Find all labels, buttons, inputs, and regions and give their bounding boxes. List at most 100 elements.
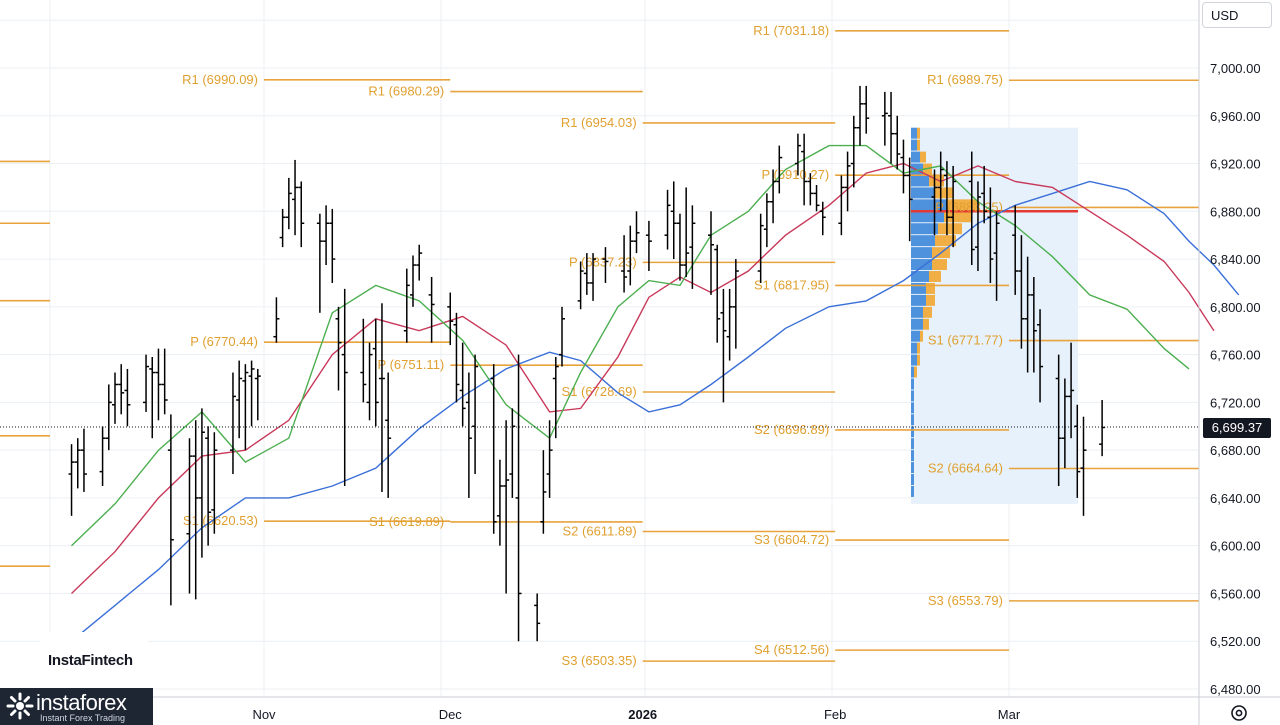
ohlc-bar-75 <box>757 213 764 283</box>
watermark-text: InstaFintech <box>48 652 133 669</box>
y-tick-label-12: 6,520.00 <box>1210 634 1261 649</box>
ohlc-bar-101 <box>987 187 994 283</box>
ohlc-bar-17 <box>211 432 218 534</box>
vp-row-orange-4 <box>929 175 944 187</box>
ohlc-bar-5 <box>112 372 118 424</box>
pivot-label-3-2: P (6837.23) <box>569 254 637 269</box>
vp-row-orange-16 <box>923 318 929 330</box>
ohlc-bar-76 <box>763 193 770 248</box>
ohlc-bar-79 <box>794 133 801 176</box>
vp-row-blue-26 <box>911 438 914 450</box>
ohlc-bar-50 <box>509 408 516 498</box>
ohlc-bar-3 <box>99 426 106 486</box>
currency-button[interactable]: USD <box>1202 2 1272 28</box>
vp-row-blue-22 <box>911 390 914 402</box>
ohlc-bar-44 <box>459 342 466 427</box>
vp-row-blue-5 <box>911 187 935 199</box>
tick-labels: 7,000.00 6,960.00 6,920.00 6,880.00 6,840.00… <box>252 61 1260 722</box>
ohlc-bars <box>68 85 1106 642</box>
ohlc-bar-54 <box>546 420 553 498</box>
x-tick-label-1: Dec <box>439 707 463 722</box>
vp-row-blue-0 <box>911 127 917 139</box>
ohlc-bar-69 <box>689 205 696 289</box>
vp-row-orange-5 <box>935 187 953 199</box>
logo-bar <box>0 688 153 725</box>
ohlc-bar-21 <box>248 360 255 427</box>
ohlc-bar-99 <box>974 181 981 272</box>
ohlc-bar-31 <box>335 306 342 391</box>
gear-icon[interactable] <box>1228 702 1250 724</box>
ohlc-bar-24 <box>279 208 286 248</box>
pivot-label-1-0: R1 (6990.09) <box>182 72 258 87</box>
vp-row-orange-12 <box>929 271 941 282</box>
vp-row-blue-24 <box>911 414 914 426</box>
pivot-label-5-4: S3 (6553.79) <box>928 593 1003 608</box>
ohlc-bar-95 <box>937 151 944 212</box>
ohlc-bar-80 <box>801 133 808 206</box>
ohlc-bar-113 <box>1099 399 1106 457</box>
ohlc-bar-74 <box>732 259 739 349</box>
ohlc-bar-86 <box>850 115 857 188</box>
ohlc-bar-111 <box>1074 404 1081 498</box>
pivot-label-2-2: S1 (6619.89) <box>369 514 444 529</box>
vp-row-blue-18 <box>911 342 917 354</box>
ohlc-bar-90 <box>888 91 895 164</box>
vp-row-orange-17 <box>920 330 923 342</box>
ohlc-bar-91 <box>894 115 901 170</box>
watermark-box <box>40 632 148 690</box>
ohlc-bar-51 <box>515 354 522 642</box>
vp-row-orange-9 <box>935 235 956 247</box>
ohlc-bar-96 <box>943 161 950 236</box>
ohlc-bar-18 <box>229 372 236 475</box>
ohlc-bar-63 <box>633 211 640 254</box>
ohlc-bar-102 <box>993 211 1000 301</box>
x-tick-label-0: Nov <box>252 707 276 722</box>
y-tick-label-7: 6,720.00 <box>1210 395 1261 410</box>
x-tick-label-3: Feb <box>824 707 846 722</box>
ohlc-bar-6 <box>118 364 125 415</box>
ohlc-bar-88 <box>863 85 870 134</box>
ohlc-bar-27 <box>298 181 305 248</box>
sma-slow-line <box>71 180 1240 642</box>
ohlc-bar-14 <box>192 420 199 600</box>
ohlc-bar-94 <box>931 169 938 236</box>
pivot-label-3-4: S2 (6611.89) <box>563 523 637 538</box>
vp-row-blue-10 <box>911 247 932 259</box>
ohlc-bar-62 <box>627 225 634 286</box>
vp-row-orange-18 <box>917 342 920 354</box>
vp-row-orange-1 <box>917 139 920 151</box>
ohlc-bar-110 <box>1068 342 1075 439</box>
x-tick-label-4: Mar <box>998 707 1021 722</box>
sma-fast-line <box>71 144 1190 547</box>
y-tick-label-0: 7,000.00 <box>1210 61 1261 76</box>
pivot-label-4-4: S3 (6604.72) <box>754 532 829 547</box>
ohlc-bar-108 <box>1055 354 1062 486</box>
ohlc-bar-47 <box>490 364 497 534</box>
ohlc-bar-109 <box>1061 378 1068 469</box>
ohlc-bar-35 <box>372 318 379 427</box>
vp-row-blue-21 <box>911 378 914 390</box>
ohlc-bar-92 <box>900 139 907 194</box>
ohlc-bar-104 <box>1018 235 1025 349</box>
ohlc-bar-10 <box>155 348 162 421</box>
ohlc-bar-78 <box>776 145 783 194</box>
vp-row-orange-0 <box>917 127 920 139</box>
pivot-label-5-0: R1 (6989.75) <box>927 72 1003 87</box>
vp-row-blue-28 <box>911 462 914 474</box>
ohlc-bar-37 <box>385 372 392 498</box>
ohlc-bar-34 <box>366 342 373 421</box>
ohlc-bar-98 <box>968 151 975 266</box>
ohlc-bar-26 <box>292 159 299 236</box>
ohlc-bar-107 <box>1037 309 1044 403</box>
y-tick-label-6: 6,760.00 <box>1210 348 1261 363</box>
vp-row-orange-19 <box>917 354 920 366</box>
vp-row-blue-12 <box>911 271 929 282</box>
pivot-label-5-2: S1 (6771.77) <box>928 333 1003 348</box>
vp-row-blue-11 <box>911 259 932 271</box>
ohlc-bar-9 <box>149 357 156 439</box>
vp-row-blue-27 <box>911 450 914 462</box>
vp-row-blue-13 <box>911 282 926 294</box>
ohlc-bar-13 <box>186 438 193 594</box>
